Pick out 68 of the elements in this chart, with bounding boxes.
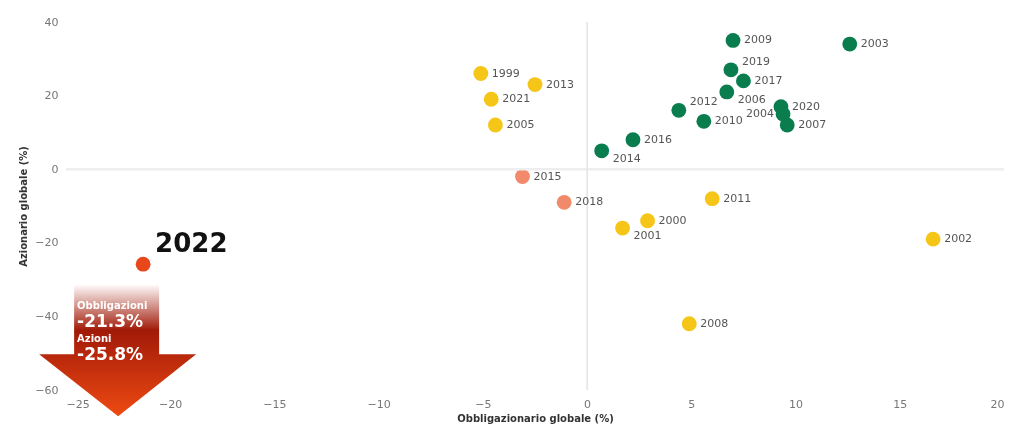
annotation: 2008 [700, 316, 729, 330]
y-tick-label: 40 [44, 15, 59, 29]
x-tick-label: −5 [475, 397, 492, 411]
x-tick-label: −20 [159, 397, 183, 411]
annotation: 2000 [658, 213, 687, 227]
x-tick-label: 0 [584, 397, 592, 411]
point [696, 113, 712, 129]
annotation: 2021 [502, 92, 531, 106]
point [671, 102, 687, 118]
x-tick-label: −10 [367, 397, 391, 411]
annotation: 2020 [791, 99, 820, 113]
annotation: 2017 [754, 73, 783, 87]
annotation: 1999 [491, 66, 520, 80]
point [925, 231, 941, 247]
annotation: 2005 [506, 118, 535, 132]
annotation: 2011 [723, 191, 752, 205]
annotation: 2012 [689, 95, 718, 109]
point [483, 91, 499, 107]
point [723, 62, 739, 78]
point [556, 194, 572, 210]
point [719, 84, 735, 100]
annotation: 2013 [546, 77, 574, 91]
x-tick-label: 15 [893, 397, 908, 411]
annotation: Azioni [77, 333, 112, 345]
annotation: -25.8% [77, 344, 144, 365]
x-tick-label: 20 [990, 397, 1005, 411]
x-tick-label: 5 [688, 397, 696, 411]
y-tick-label: −20 [35, 236, 59, 250]
point [473, 66, 489, 81]
annotation: 2019 [741, 54, 770, 68]
annotation: 2015 [533, 169, 562, 183]
point [135, 256, 151, 272]
annotation: 2002 [944, 232, 973, 246]
point [515, 169, 530, 184]
point [681, 316, 697, 332]
x-tick-label: 10 [789, 397, 804, 411]
point [704, 191, 720, 207]
annotation: 2009 [744, 33, 773, 47]
point [594, 143, 610, 159]
y-axis-title: Azionario globale (%) [18, 146, 30, 267]
y-tick-label: −60 [35, 383, 59, 397]
annotation: 2010 [714, 114, 743, 128]
y-tick-label: 0 [51, 162, 59, 176]
x-tick-label: −25 [66, 397, 90, 411]
point [842, 36, 858, 52]
point [615, 220, 630, 236]
annotation: 2007 [798, 118, 827, 132]
x-axis-title: Obbligazionario globale (%) [457, 412, 614, 424]
point [527, 77, 543, 92]
annotation: 2014 [612, 151, 641, 165]
point [779, 117, 795, 133]
y-tick-label: 20 [44, 89, 59, 103]
point [640, 213, 655, 229]
annotation: 2022 [155, 228, 228, 259]
annotation: 2006 [737, 92, 766, 106]
point [625, 132, 641, 148]
annotation: -21.3% [77, 311, 144, 332]
annotation: 2001 [633, 229, 662, 243]
annotation: 2004 [746, 107, 775, 120]
annotation: Obbligazioni [77, 300, 148, 312]
point [725, 33, 741, 48]
y-tick-label: −40 [35, 309, 59, 323]
x-tick-label: −15 [263, 397, 287, 411]
point [736, 73, 751, 89]
annotation: 2016 [643, 132, 672, 146]
point [487, 117, 503, 133]
annotation: 2018 [575, 195, 604, 209]
annotation: 2003 [860, 37, 889, 51]
